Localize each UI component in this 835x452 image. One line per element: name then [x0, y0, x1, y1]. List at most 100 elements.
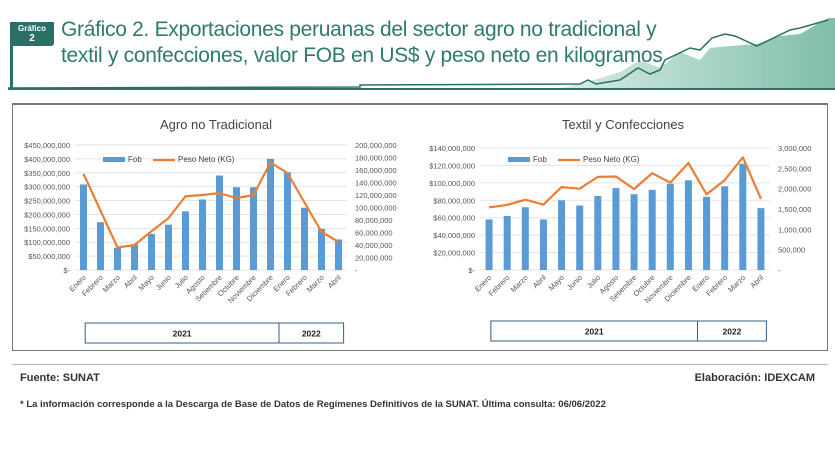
- y-tick-left: $250,000,000: [24, 197, 70, 206]
- bar-fob: [250, 187, 257, 270]
- legend-fob-swatch: [103, 157, 125, 162]
- source-label: Fuente: SUNAT: [20, 372, 100, 384]
- y-tick-right: -: [355, 266, 358, 275]
- y-tick-right: 3,000,000: [778, 144, 811, 153]
- author-label: Elaboración: IDEXCAM: [694, 372, 815, 384]
- bar-fob: [503, 215, 511, 270]
- year-label: 2022: [722, 327, 741, 337]
- x-tick-label: Abril: [531, 273, 548, 290]
- legend-fob-label: Fob: [533, 155, 547, 164]
- bar-fob: [648, 189, 656, 270]
- year-label: 2021: [585, 327, 604, 337]
- y-tick-left: $-: [63, 266, 70, 275]
- y-tick-left: $300,000,000: [24, 183, 70, 192]
- badge-label: Gráfico: [17, 24, 46, 33]
- y-tick-left: $-: [468, 266, 475, 275]
- badge-line: [10, 44, 13, 88]
- chart-textil: Textil y Confecciones $- $20,000,000 $40,00…: [429, 117, 811, 342]
- y-tick-right: 120,000,000: [355, 191, 397, 200]
- x-tick-label: Marzo: [101, 273, 122, 294]
- bar-fob: [757, 208, 765, 270]
- bar-fob: [703, 196, 711, 270]
- y-tick-right: -: [778, 266, 781, 275]
- y-tick-right: 200,000,000: [355, 141, 397, 150]
- y-tick-left: $60,000,000: [433, 214, 475, 223]
- badge-number: 2: [29, 33, 35, 44]
- year-label: 2021: [173, 329, 192, 339]
- year-box: [697, 320, 767, 342]
- charts-frame: [12, 103, 828, 351]
- y-tick-left: $40,000,000: [433, 231, 475, 240]
- x-tick-label: Marzo: [305, 273, 326, 294]
- bar-fob: [485, 219, 493, 270]
- bar-fob: [666, 183, 674, 270]
- bar-fob: [539, 219, 547, 270]
- bar-fob: [148, 233, 155, 270]
- y-tick-left: $80,000,000: [433, 196, 475, 205]
- y-tick-left: $20,000,000: [433, 249, 475, 258]
- y-tick-right: 100,000,000: [355, 204, 397, 213]
- x-tick-label: Marzo: [726, 273, 747, 294]
- bar-fob: [182, 211, 189, 270]
- x-tick-label: Abril: [748, 273, 765, 290]
- decorative-trend-graphic: [7, 18, 835, 90]
- bar-fob: [284, 172, 291, 270]
- y-tick-right: 2,000,000: [778, 185, 811, 194]
- bar-fob: [97, 222, 104, 270]
- y-tick-left: $200,000,000: [24, 210, 70, 219]
- y-tick-right: 60,000,000: [355, 229, 393, 238]
- bar-fob: [131, 244, 138, 270]
- x-tick-label: Mayo: [547, 273, 566, 292]
- bar-fob: [80, 184, 87, 270]
- y-tick-left: $120,000,000: [429, 161, 475, 170]
- legend-peso-label: Peso Neto (KG): [178, 155, 235, 164]
- line-peso-neto: [488, 156, 762, 209]
- bar-fob: [335, 239, 342, 270]
- year-box: [278, 322, 345, 344]
- line-peso-neto: [82, 161, 340, 249]
- y-tick-right: 1,000,000: [778, 225, 811, 234]
- bar-fob: [594, 195, 602, 270]
- x-tick-label: Abril: [122, 273, 139, 290]
- y-tick-right: 20,000,000: [355, 254, 393, 263]
- y-tick-right: 180,000,000: [355, 154, 397, 163]
- y-tick-right: 2,500,000: [778, 164, 811, 173]
- y-tick-left: $350,000,000: [24, 169, 70, 178]
- page-title: Gráfico 2. Exportaciones peruanas del se…: [61, 18, 663, 67]
- y-tick-right: 1,500,000: [778, 205, 811, 214]
- bar-fob: [165, 224, 172, 270]
- x-tick-label: Junio: [565, 273, 584, 292]
- x-tick-label: Marzo: [509, 273, 530, 294]
- chart-number-badge: Gráfico 2: [10, 22, 54, 46]
- chart-agro: Agro no Tradicional $- $50,000,000 $100,000…: [24, 117, 397, 344]
- bar-fob: [233, 187, 240, 270]
- footnote: * La información corresponde a la Descar…: [20, 399, 606, 410]
- y-tick-left: $400,000,000: [24, 155, 70, 164]
- y-tick-left: $100,000,000: [429, 179, 475, 188]
- bar-fob: [199, 199, 206, 270]
- bar-fob: [721, 186, 729, 270]
- legend-fob-label: Fob: [128, 155, 142, 164]
- y-tick-left: $100,000,000: [24, 238, 70, 247]
- y-tick-right: 40,000,000: [355, 241, 393, 250]
- footer-divider: [12, 364, 828, 365]
- y-tick-left: $140,000,000: [429, 144, 475, 153]
- bar-fob: [612, 188, 620, 270]
- y-tick-left: $50,000,000: [28, 252, 70, 261]
- bar-fob: [318, 228, 325, 270]
- y-tick-left: $450,000,000: [24, 141, 70, 150]
- bar-fob: [739, 163, 747, 270]
- legend-peso-label: Peso Neto (KG): [583, 155, 640, 164]
- header: Gráfico 2 Gráfico 2. Exportaciones peruan…: [0, 0, 835, 95]
- bar-fob: [521, 207, 529, 270]
- bar-fob: [267, 158, 274, 270]
- year-label: 2022: [302, 329, 321, 339]
- bar-fob: [216, 175, 223, 270]
- bar-fob: [630, 194, 638, 270]
- y-tick-right: 80,000,000: [355, 216, 393, 225]
- bar-fob: [684, 180, 692, 270]
- y-tick-right: 140,000,000: [355, 179, 397, 188]
- bar-fob: [558, 200, 566, 270]
- y-tick-left: $150,000,000: [24, 224, 70, 233]
- y-tick-right: 500,000: [778, 246, 805, 255]
